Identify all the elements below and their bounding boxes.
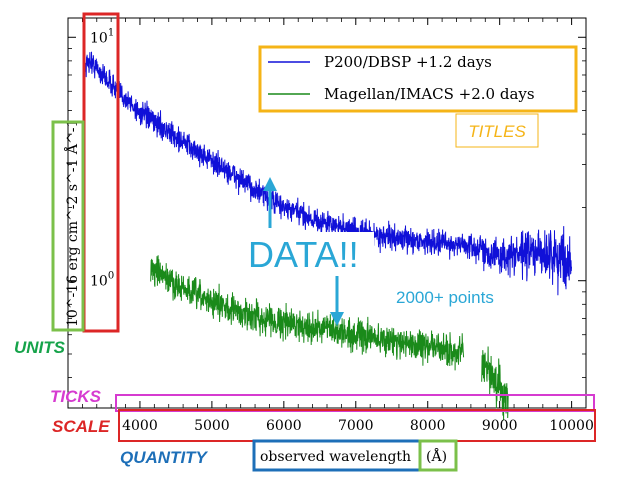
units-callout-label: UNITS	[14, 338, 66, 357]
y-units-highlight-box	[51, 120, 85, 332]
series-layer	[84, 51, 572, 421]
x-tick-label-9000: 9000	[482, 418, 518, 434]
x-axis-unit-label: (Å)	[426, 447, 447, 465]
x-tick-label-7000: 7000	[338, 418, 374, 434]
data-arrow-down-head	[330, 312, 344, 326]
x-tick-label-4000: 4000	[122, 418, 158, 434]
data-callout-backdrop	[246, 232, 374, 274]
x-axis-quantity-label: observed wavelength	[260, 449, 411, 465]
y-axis-label: 10^-16 erg cm^-2 s^-1 Å^-1	[63, 119, 81, 327]
legend: P200/DBSP +1.2 days Magellan/IMACS +2.0 …	[268, 53, 535, 103]
x-tick-label-8000: 8000	[410, 418, 446, 434]
data-callout-label: DATA!!	[248, 234, 359, 275]
y-tick-label-1: 100	[90, 271, 114, 290]
series-line-magellan-imacs-seg1	[150, 255, 465, 371]
ticks-callout-label: TICKS	[50, 387, 102, 406]
x-tick-label-5000: 5000	[194, 418, 230, 434]
scale-callout-label: SCALE	[52, 417, 110, 436]
legend-label-imacs: Magellan/IMACS +2.0 days	[324, 85, 535, 103]
series-line-p200-dbsp	[84, 51, 572, 296]
plot-frame	[67, 17, 587, 409]
quantity-callout-label: QUANTITY	[120, 448, 209, 467]
points-callout-label: 2000+ points	[396, 288, 494, 307]
titles-highlight-box	[258, 45, 578, 113]
legend-label-p200: P200/DBSP +1.2 days	[324, 53, 492, 71]
y-tick-label-10: 101	[90, 27, 114, 46]
tick-layer: 4000 5000 6000 7000 8000 9000 10000 100 101	[68, 18, 594, 434]
titles-callout-box	[455, 113, 539, 148]
x-tick-label-10000: 10000	[549, 418, 594, 434]
titles-callout-label: TITLES	[468, 122, 526, 141]
data-arrow-up-head	[263, 177, 277, 191]
x-units-highlight-box	[418, 439, 458, 472]
series-line-magellan-imacs-seg2	[481, 346, 509, 421]
x-tick-label-6000: 6000	[266, 418, 302, 434]
